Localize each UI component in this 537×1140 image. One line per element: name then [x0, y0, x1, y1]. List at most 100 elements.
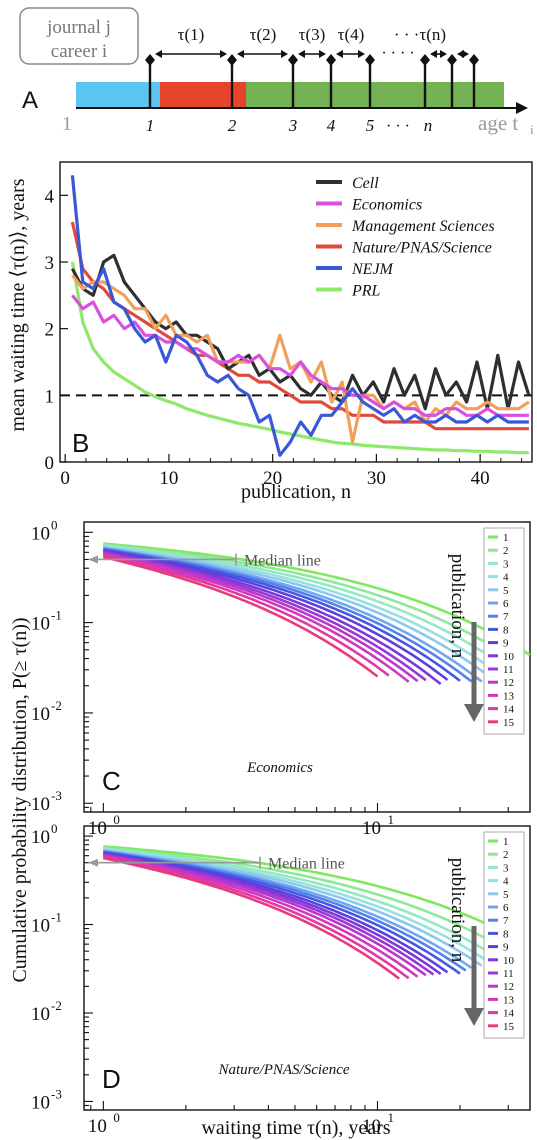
ytick-label-c-3: 10: [31, 794, 50, 815]
xtick-label-d-1: 10: [362, 1116, 381, 1137]
legend-label-c-4: 4: [503, 572, 509, 584]
legend-label-c-8: 8: [503, 624, 509, 636]
series-line-c-9: [103, 549, 449, 681]
ytick-label-b-2: 2: [45, 320, 55, 341]
series-line-d-2: [103, 846, 509, 953]
median-label-d: Median line: [268, 856, 345, 873]
tau-arrowhead-left-1: [237, 50, 244, 58]
legend-label-d-7: 7: [503, 915, 509, 927]
tick-label-a-3: 4: [327, 116, 336, 135]
xtick-label-b-0: 0: [60, 468, 70, 489]
tau-arrowhead-right-4: [440, 50, 447, 58]
xtick-label-c-0: 10: [88, 818, 107, 839]
ytick-label-d-3: 10: [31, 1092, 50, 1113]
tau-arrowhead-left-3: [336, 50, 343, 58]
series-line-b-5: [70, 261, 529, 455]
ytick-label-b-3: 3: [45, 253, 55, 274]
panel-label-a: A: [22, 87, 38, 114]
legend-label-c-14: 14: [503, 704, 515, 716]
series-line-b-1: [71, 294, 529, 417]
legend-label-c-13: 13: [503, 690, 515, 702]
series-line-b-4: [70, 175, 529, 457]
box-line2: career i: [51, 41, 107, 62]
series-line-c-13: [103, 552, 410, 683]
tick-label-a-4: 5: [366, 116, 375, 135]
series-line-d-13: [103, 854, 419, 978]
legend-label-b-1: Economics: [351, 197, 422, 214]
marker-diamond-4: [365, 54, 375, 66]
marker-diamond-1: [227, 54, 237, 66]
publication-arrowhead-c: [464, 704, 484, 722]
ytick-label-b-4: 4: [45, 186, 55, 207]
series-line-c-14: [103, 554, 390, 677]
ytick-label-c-1: 10: [31, 614, 50, 635]
panel-a: journal j career i A 1 age t i 1 2 3 4 5 n · ·…: [19, 7, 534, 137]
panel-label-d: D: [102, 1064, 121, 1094]
legend-label-c-10: 10: [503, 651, 515, 663]
tick-ellipsis-a: · · ·: [386, 118, 410, 135]
ytick-exp-d-2: -2: [51, 998, 62, 1013]
series-line-d-5: [103, 848, 483, 967]
series-line-c-5: [103, 545, 493, 679]
marker-diamond-0: [145, 54, 155, 66]
series-line-c-4: [103, 545, 501, 676]
career-segment-3: [246, 82, 504, 108]
legend-label-c-11: 11: [503, 664, 514, 676]
legend-label-b-2: Management Sciences: [351, 218, 495, 235]
series-line-d-12: [103, 853, 427, 977]
xtick-label-b-3: 30: [367, 468, 386, 489]
tick-label-a-2: 3: [288, 116, 298, 135]
median-label-c: Median line: [244, 552, 321, 569]
ytick-exp-c-1: -1: [51, 608, 62, 623]
series-line-b-3: [70, 221, 529, 431]
series-lines-d: [103, 845, 524, 980]
legend-label-b-0: Cell: [352, 175, 379, 192]
side-label-c: publication, n: [447, 554, 468, 659]
legend-label-d-6: 6: [503, 902, 509, 914]
panel-b: mean waiting time ⟨τ(n)⟩, years 0 10 20 30 4…: [7, 161, 533, 503]
series-line-c-10: [103, 550, 442, 686]
tau-label-1: τ(2): [250, 25, 277, 44]
tick-label-a-0: 1: [146, 116, 155, 135]
ytick-exp-d-1: -1: [51, 910, 62, 925]
ytick-exp-c-3: -3: [51, 788, 62, 803]
legend-label-d-3: 3: [503, 862, 509, 874]
origin-label: 1: [62, 113, 72, 135]
ytick-exp-d-3: -3: [51, 1086, 62, 1101]
xtick-exp-d-1: 1: [387, 1110, 394, 1125]
tau-label-4: · · ·τ(n): [394, 25, 446, 44]
series-line-d-14: [103, 855, 410, 980]
xlabel-d: waiting time τ(n), years: [201, 1117, 390, 1139]
legend-label-b-5: PRL: [351, 283, 381, 300]
publication-arrowhead-d: [464, 1008, 484, 1026]
series-line-d-1: [103, 845, 524, 944]
median-arrowhead-c: [88, 555, 98, 564]
age-axis-label-sub: i: [530, 122, 534, 137]
series-lines-c: [102, 542, 531, 686]
legend-label-c-5: 5: [503, 585, 509, 597]
waiting-time-arrows: · · · · τ(1) τ(2) τ(3) τ(4) · · ·τ(n): [155, 25, 469, 62]
xtick-label-c-1: 10: [362, 818, 381, 839]
age-axis-arrowhead: [516, 102, 528, 114]
series-line-b-2: [71, 274, 530, 444]
xtick-label-b-1: 10: [159, 468, 178, 489]
legend-label-d-9: 9: [503, 942, 509, 954]
box-line1: journal j: [46, 17, 111, 38]
journal-career-box: [19, 7, 139, 65]
plot-frame-c: [83, 521, 531, 813]
series-line-c-1: [103, 542, 531, 657]
ylabel-b: mean waiting time ⟨τ(n)⟩, years: [7, 178, 29, 431]
series-line-c-3: [103, 544, 510, 670]
ytick-label-d-1: 10: [31, 916, 50, 937]
ytick-label-c-0: 10: [31, 523, 50, 544]
publication-markers: 1 2 3 4 5 n · · ·: [145, 54, 479, 135]
tau-arrowhead-left-0: [155, 50, 162, 58]
tau-arrowhead-left-4: [430, 50, 437, 58]
legend-label-d-11: 11: [503, 968, 514, 980]
series-line-d-15: [103, 856, 400, 980]
legend-label-d-5: 5: [503, 889, 509, 901]
career-segment-1: [76, 82, 160, 108]
